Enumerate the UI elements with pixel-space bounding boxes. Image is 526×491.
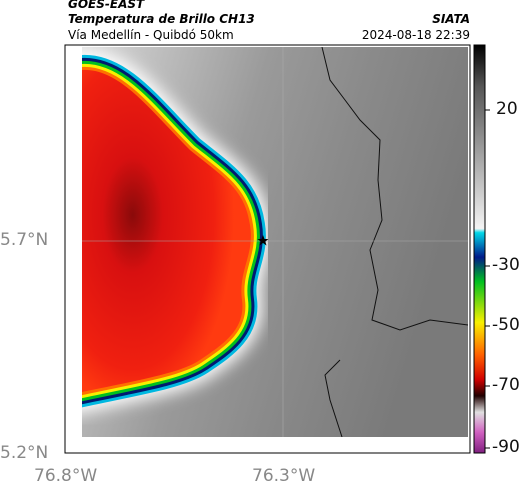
lat-label: 5.2°N [0,443,49,463]
lat-label: 5.7°N [0,230,49,250]
colorbar-label: -70 [492,375,520,395]
source: GOES-EAST [68,0,145,11]
colorbar-label: -90 [492,437,520,457]
agency: SIATA [432,12,470,26]
colorbar-label: -50 [492,315,520,335]
lon-label: 76.3°W [252,466,316,486]
colorbar [473,44,486,454]
timestamp: 2024-08-18 22:39 [361,28,470,42]
colorbar-ticks [485,109,490,449]
title: Temperatura de Brillo CH13 [68,12,255,26]
lon-label: 76.8°W [34,466,98,486]
satellite-image [82,47,468,437]
colorbar-label: -30 [492,255,520,275]
colorbar-label: 20 [496,99,518,119]
subtitle: Vía Medellín - Quibdó 50km [68,28,234,42]
